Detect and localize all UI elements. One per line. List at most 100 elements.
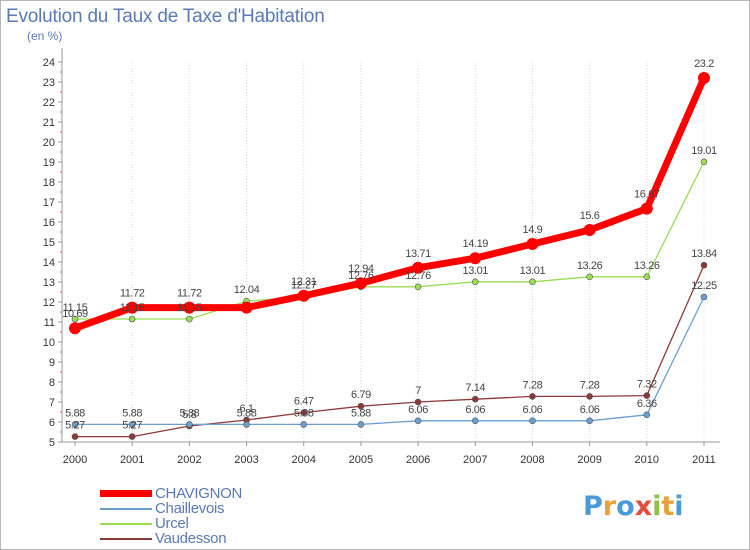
data-label: 16.67 — [634, 189, 660, 201]
series-line — [71, 74, 708, 332]
x-tick-label: 2006 — [406, 454, 430, 466]
data-label: 6.06 — [408, 404, 428, 416]
data-label: 6.47 — [294, 396, 314, 408]
y-tick-label: 14 — [43, 257, 55, 269]
data-label: 13.26 — [577, 260, 603, 272]
series-line — [74, 264, 705, 438]
data-point — [700, 261, 708, 269]
data-label: 5.8 — [182, 409, 196, 421]
data-point — [183, 301, 196, 314]
data-label: 5.27 — [122, 420, 142, 432]
x-tick-label: 2010 — [635, 454, 659, 466]
y-tick-label: 10 — [43, 337, 55, 349]
data-label: 12.27 — [291, 280, 317, 292]
data-point — [357, 402, 365, 410]
data-point — [128, 433, 136, 440]
data-point — [586, 393, 593, 400]
legend-swatch — [100, 508, 152, 510]
data-label: 6.1 — [239, 403, 253, 415]
data-label: 14.19 — [462, 238, 488, 250]
data-label: 13.01 — [520, 265, 546, 277]
data-label: 7.14 — [465, 382, 485, 394]
data-point — [240, 301, 253, 314]
data-label: 7.28 — [523, 379, 543, 391]
data-point — [471, 417, 479, 425]
data-point — [586, 273, 593, 281]
y-tick-label: 9 — [49, 357, 55, 369]
data-point — [697, 72, 710, 84]
data-label: 11.15 — [120, 302, 145, 314]
logo-letter: t — [661, 491, 675, 522]
data-label: 7 — [415, 385, 421, 397]
y-tick-label: 22 — [43, 97, 55, 109]
y-tick-label: 23 — [43, 77, 55, 89]
data-label: 14.9 — [523, 224, 543, 236]
data-label: 5.88 — [179, 407, 199, 419]
data-point — [300, 421, 308, 428]
y-tick-label: 12 — [43, 297, 55, 309]
data-point — [529, 417, 536, 425]
data-label: 13.26 — [634, 260, 660, 272]
data-label: 12.76 — [405, 270, 431, 282]
logo-letter: i — [652, 491, 662, 522]
data-label: 6.06 — [523, 404, 543, 416]
data-label: 13.71 — [405, 248, 431, 260]
data-point — [700, 293, 708, 301]
data-label: 12.04 — [234, 284, 260, 296]
data-point — [412, 261, 425, 274]
y-tick-label: 18 — [43, 177, 55, 189]
data-label: 6.06 — [465, 404, 485, 416]
y-tick-label: 11 — [44, 317, 55, 329]
data-label: 13.84 — [691, 248, 717, 260]
y-tick-label: 20 — [43, 137, 55, 149]
data-point — [529, 278, 536, 286]
legend-swatch — [100, 523, 152, 525]
data-point — [471, 395, 479, 403]
data-label: 12.31 — [291, 276, 317, 288]
data-point — [643, 411, 651, 419]
x-tick-label: 2001 — [120, 454, 144, 466]
y-tick-label: 24 — [43, 57, 55, 69]
data-label: 5.88 — [65, 407, 85, 419]
legend-label: Vaudesson — [155, 530, 227, 547]
data-label: 7.28 — [580, 379, 600, 391]
x-tick-label: 2009 — [577, 454, 601, 466]
data-point — [128, 421, 136, 428]
data-label: 11.72 — [120, 288, 145, 300]
data-point — [414, 283, 422, 291]
data-point — [128, 315, 136, 323]
legend-swatch — [100, 490, 152, 497]
y-tick-label: 19 — [43, 157, 55, 169]
logo-letter: i — [674, 491, 684, 522]
logo-letter: P — [583, 491, 603, 522]
data-point — [414, 417, 422, 425]
y-tick-label: 5 — [49, 437, 55, 449]
data-point — [586, 417, 593, 425]
chart-axes: 5 6 7 8 9 10 11 12 13 14 15 16 17 18 19 20 21 22 23 24 2000 2… — [43, 48, 720, 466]
chart-unit: (en %) — [27, 29, 63, 43]
y-tick-label: 7 — [49, 397, 55, 409]
data-label: 12.25 — [691, 280, 717, 292]
data-point — [69, 322, 81, 335]
data-label: 7.32 — [637, 379, 657, 391]
logo-letter: x — [634, 491, 653, 522]
data-label: 6.36 — [637, 398, 657, 410]
data-point — [300, 409, 308, 416]
x-tick-label: 2007 — [463, 454, 487, 466]
y-tick-label: 17 — [43, 197, 55, 209]
data-point — [126, 301, 139, 314]
data-point — [583, 224, 596, 236]
data-label: 11.72 — [177, 288, 202, 300]
chart-series — [69, 72, 710, 440]
x-tick-label: 2003 — [234, 454, 258, 466]
logo-letter: o — [616, 491, 635, 522]
data-label: 5.88 — [237, 407, 257, 419]
data-point — [469, 252, 482, 265]
data-point — [243, 421, 250, 428]
data-label: 6.06 — [580, 404, 600, 416]
data-label: 13.01 — [462, 265, 488, 277]
data-point — [186, 421, 193, 428]
y-tick-label: 15 — [43, 237, 55, 249]
data-point — [71, 315, 79, 323]
